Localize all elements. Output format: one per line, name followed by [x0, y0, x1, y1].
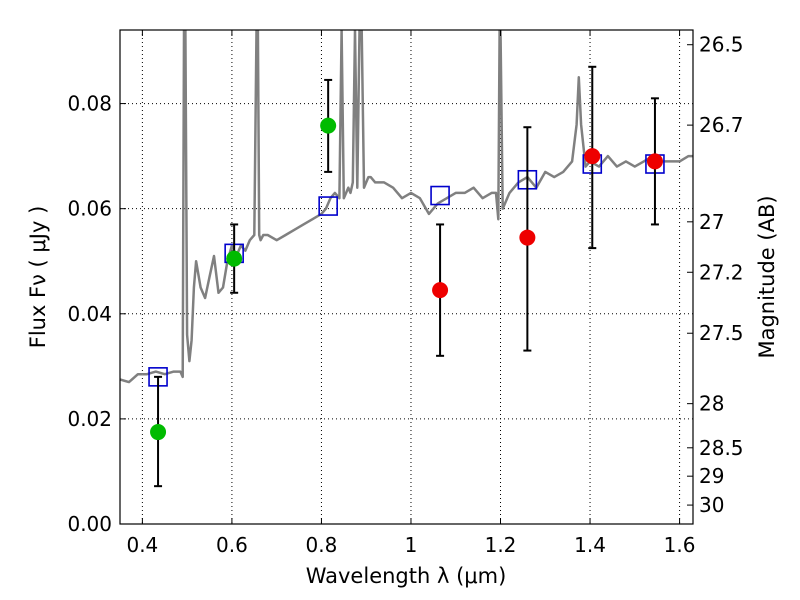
right-tick-label: 27 — [699, 210, 724, 234]
right-tick-label: 29 — [699, 464, 724, 488]
y-tick-label: 0.00 — [67, 512, 112, 536]
ticks: 0.4 0.6 0.8 1 1.2 1.4 1.6 0.00 0.02 0.04 0.06 0.08 2… — [67, 30, 744, 557]
x-axis-label: Wavelength λ (μm) — [306, 564, 507, 588]
observed-point — [646, 153, 663, 170]
x-tick-label: 1.6 — [664, 533, 696, 557]
x-tick-label: 1.2 — [485, 533, 517, 557]
observed-point — [226, 250, 243, 267]
observed-point — [519, 229, 536, 246]
plot-frame — [119, 29, 694, 525]
right-tick-label: 26.5 — [699, 33, 744, 57]
x-tick-label: 1.4 — [574, 533, 606, 557]
observed-point — [150, 424, 167, 441]
model-photometry-square — [318, 196, 338, 216]
y-tick-label: 0.02 — [67, 407, 112, 431]
markers — [148, 65, 665, 488]
y-tick-label: 0.06 — [67, 197, 112, 221]
plot-area — [120, 30, 693, 384]
x-tick-label: 0.6 — [216, 533, 248, 557]
observed-point — [320, 117, 337, 134]
right-tick-label: 28 — [699, 392, 724, 416]
y-axis-label: Flux Fν ( μJy ) — [26, 206, 50, 349]
right-tick-label: 28.5 — [699, 436, 744, 460]
observed-point — [432, 282, 449, 299]
right-tick-label: 30 — [699, 493, 724, 517]
right-tick-label: 27.2 — [699, 260, 744, 284]
y-tick-label: 0.04 — [67, 302, 112, 326]
x-tick-label: 0.4 — [126, 533, 158, 557]
right-axis-label: Magnitude (AB) — [755, 195, 779, 358]
right-tick-label: 27.5 — [699, 321, 744, 345]
x-tick-label: 0.8 — [306, 533, 338, 557]
x-tick-label: 1 — [405, 533, 418, 557]
model-photometry-square — [430, 185, 450, 206]
spectrum-line — [120, 30, 693, 384]
right-tick-label: 26.7 — [699, 113, 744, 137]
observed-point — [584, 148, 601, 165]
grid — [120, 30, 693, 525]
y-tick-label: 0.08 — [67, 92, 112, 116]
